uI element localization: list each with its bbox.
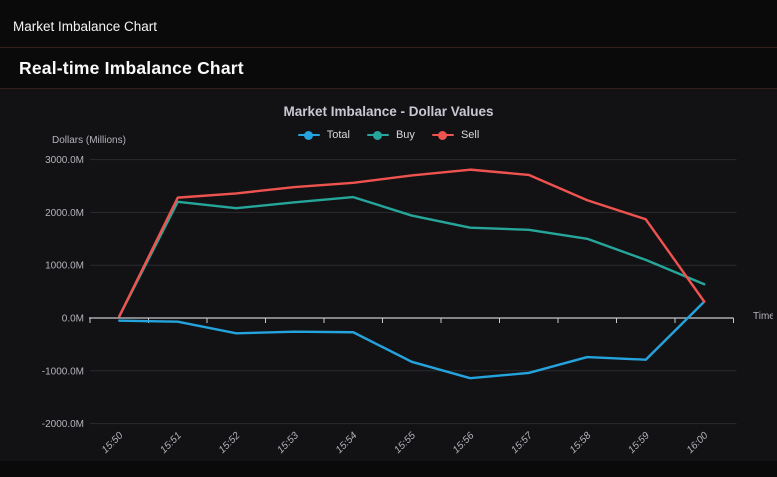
legend-label: Buy xyxy=(395,129,415,141)
series-line-total xyxy=(118,300,706,380)
x-tick-label: 15:50 xyxy=(100,430,126,456)
legend-item-buy[interactable]: Buy xyxy=(366,129,415,141)
series-line-buy xyxy=(118,195,706,318)
window-header: Market Imbalance Chart xyxy=(0,0,777,48)
chart-panel xyxy=(0,89,777,461)
x-tick-label: 15:56 xyxy=(451,430,477,456)
y-tick-label: 0.0M xyxy=(62,314,84,325)
y-tick-label: -2000.0M xyxy=(42,419,84,430)
legend-series-marker-icon xyxy=(366,130,389,140)
x-axis-title: Time xyxy=(753,311,773,322)
x-tick-label: 16:00 xyxy=(685,430,711,456)
page-title: Real-time Imbalance Chart xyxy=(19,58,244,78)
legend-series-marker-icon xyxy=(297,130,320,140)
x-tick-label: 15:52 xyxy=(217,430,243,456)
chart-title: Market Imbalance - Dollar Values xyxy=(283,104,494,119)
legend-label: Sell xyxy=(460,129,480,141)
legend-label: Total xyxy=(326,129,350,141)
legend-item-total[interactable]: Total xyxy=(297,129,350,141)
y-tick-label: -1000.0M xyxy=(42,366,84,377)
y-tick-label: 3000.0M xyxy=(45,155,84,166)
x-tick-label: 15:51 xyxy=(158,430,183,455)
x-tick-label: 15:58 xyxy=(568,430,594,456)
x-tick-label: 15:57 xyxy=(509,430,535,456)
window-title: Market Imbalance Chart xyxy=(13,19,158,34)
x-tick-label: 15:59 xyxy=(626,430,652,456)
legend-series-marker-icon xyxy=(431,130,454,140)
x-tick-label: 15:54 xyxy=(334,430,360,456)
x-tick-label: 15:53 xyxy=(275,430,301,456)
series-line-sell xyxy=(118,168,706,318)
y-tick-label: 1000.0M xyxy=(45,261,84,272)
panel-header: Real-time Imbalance Chart xyxy=(0,48,777,89)
x-tick-label: 15:55 xyxy=(392,430,418,456)
legend-item-sell[interactable]: Sell xyxy=(431,129,480,141)
chart-legend: Total Buy Sell xyxy=(0,129,777,141)
y-axis-title: Dollars (Millions) xyxy=(52,135,126,146)
y-tick-label: 2000.0M xyxy=(45,208,84,219)
